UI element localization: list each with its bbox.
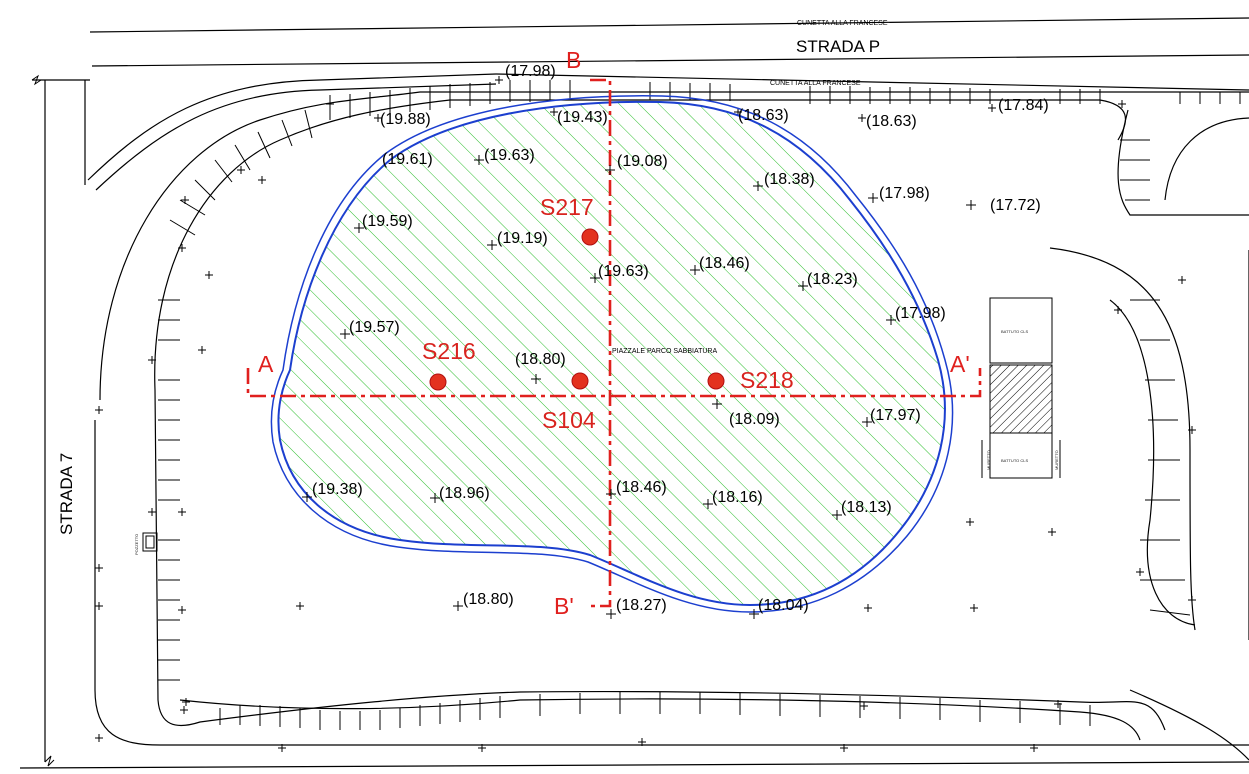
sample-point-s217 <box>581 228 599 246</box>
elevation-label: (18.96) <box>439 485 490 502</box>
elevation-label: (18.80) <box>463 591 514 608</box>
sandblasting-area-outline <box>270 95 954 613</box>
elevation-labels: (17.98) (19.88) (19.43) (18.63) (18.63) … <box>312 63 1049 614</box>
elevation-label: (17.97) <box>870 407 921 424</box>
elevation-label: (18.09) <box>729 411 780 428</box>
elevation-label: (17.84) <box>998 97 1049 114</box>
section-lines <box>246 78 982 608</box>
elevation-label: (18.46) <box>699 255 750 272</box>
elevation-label: (18.04) <box>758 597 809 614</box>
sample-label-s216: S216 <box>422 338 476 364</box>
elevation-label: (17.98) <box>879 185 930 202</box>
section-label-b: B <box>566 47 581 73</box>
elevation-label: (18.13) <box>841 499 892 516</box>
elevation-label: (19.43) <box>557 109 608 126</box>
sample-point-s104 <box>571 372 589 390</box>
section-label-a: A <box>258 351 274 377</box>
battuto-block <box>981 297 1061 479</box>
elevation-markers <box>302 155 976 619</box>
strada-7-label: STRADA 7 <box>57 453 76 535</box>
elevation-label: (18.38) <box>764 171 815 188</box>
muretto-left-label: MURETTO <box>986 450 991 470</box>
section-label-b-prime: B' <box>554 593 574 619</box>
elevation-label: (19.19) <box>497 230 548 247</box>
elevation-label: (17.98) <box>895 305 946 322</box>
pozzetto-label: POZZETTO <box>134 534 139 555</box>
elevation-label: (19.63) <box>598 263 649 280</box>
sample-label-s217: S217 <box>540 194 594 220</box>
cunetta-mid-label: CUNETTA ALLA FRANCESE <box>770 80 861 87</box>
elevation-label: (18.80) <box>515 351 566 368</box>
elevation-label: (19.38) <box>312 481 363 498</box>
elevation-label: (18.16) <box>712 489 763 506</box>
sample-point-s218 <box>707 372 725 390</box>
sample-point-s216 <box>429 373 447 391</box>
elevation-label: (19.61) <box>382 151 433 168</box>
sandblasting-area <box>277 100 946 607</box>
elevation-label: (19.88) <box>380 111 431 128</box>
sample-label-s104: S104 <box>542 407 596 433</box>
elevation-label: (18.27) <box>616 597 667 614</box>
elevation-label: (17.72) <box>990 197 1041 214</box>
road-lines <box>19 17 1249 769</box>
strada-p-label: STRADA P <box>796 37 880 56</box>
elevation-label: (19.57) <box>349 319 400 336</box>
sample-points <box>429 228 725 391</box>
elevation-label: (18.23) <box>807 271 858 288</box>
break-symbols <box>31 74 55 767</box>
elevation-label: (19.63) <box>484 147 535 164</box>
area-label: PIAZZALE PARCO SABBIATURA <box>612 348 717 355</box>
muretto-right-label: MURETTO <box>1054 450 1059 470</box>
sample-label-s218: S218 <box>740 367 794 393</box>
elevation-label: (18.46) <box>616 479 667 496</box>
elevation-label: (17.98) <box>505 63 556 80</box>
battuto-bottom-label: BATTUTO CLS <box>1001 458 1029 463</box>
pozzetto-symbol <box>142 532 158 552</box>
cunetta-top-label: CUNETTA ALLA FRANCESE <box>797 20 888 27</box>
elevation-label: (18.63) <box>866 113 917 130</box>
section-label-a-prime: A' <box>950 351 970 377</box>
elevation-label: (19.08) <box>617 153 668 170</box>
elevation-label: (18.63) <box>738 107 789 124</box>
battuto-top-label: BATTUTO CLS <box>1001 329 1029 334</box>
elevation-label: (19.59) <box>362 213 413 230</box>
kerb-ticks <box>158 80 1241 730</box>
